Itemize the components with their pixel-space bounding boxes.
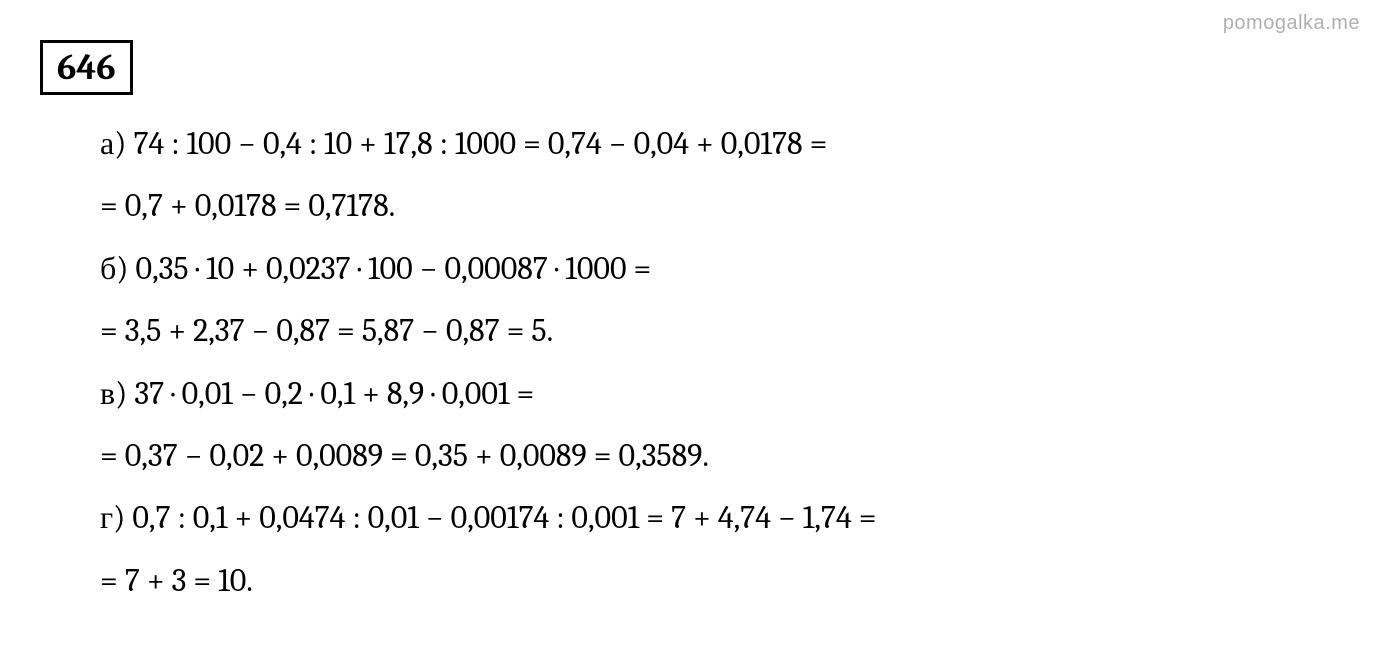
solution-line: г) 0,7 : 0,1 + 0,0474 : 0,01 − 0,00174 :…	[100, 487, 1360, 549]
solution-content: а) 74 : 100 − 0,4 : 10 + 17,8 : 1000 = 0…	[40, 113, 1360, 612]
solution-line: = 3,5 + 2,37 − 0,87 = 5,87 − 0,87 = 5.	[100, 300, 1360, 362]
solution-line: = 7 + 3 = 10.	[100, 550, 1360, 612]
problem-number-box: 646	[40, 40, 133, 95]
solution-line: а) 74 : 100 − 0,4 : 10 + 17,8 : 1000 = 0…	[100, 113, 1360, 175]
solution-line: б) 0,35 · 10 + 0,0237 · 100 − 0,00087 · …	[100, 238, 1360, 300]
solution-line: = 0,37 − 0,02 + 0,0089 = 0,35 + 0,0089 =…	[100, 425, 1360, 487]
watermark-text: pomogalka.me	[1223, 12, 1360, 35]
solution-line: в) 37 · 0,01 − 0,2 · 0,1 + 8,9 · 0,001 =	[100, 363, 1360, 425]
solution-line: = 0,7 + 0,0178 = 0,7178.	[100, 175, 1360, 237]
